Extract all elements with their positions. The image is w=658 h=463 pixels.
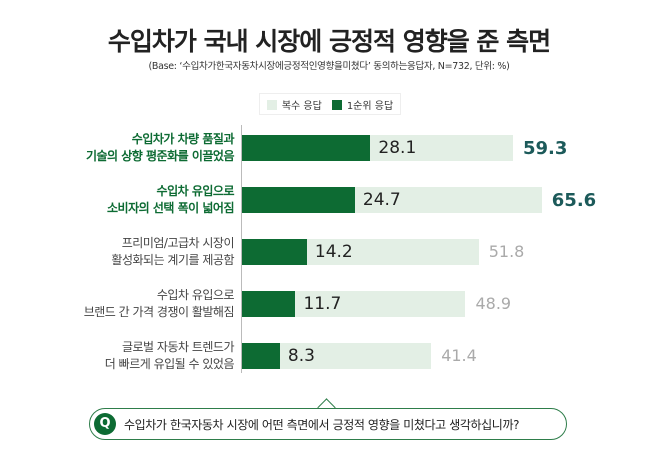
category-label: 글로벌 자동차 트렌드가 더 빠르게 유입될 수 있었음 [104, 340, 235, 371]
category-label: 프리미엄/고급차 시장이 활성화되는 계기를 제공함 [111, 236, 234, 267]
data-label-first: 8.3 [287, 346, 315, 366]
bar-first-response [242, 187, 355, 213]
legend: 복수 응답 1순위 응답 [259, 93, 401, 115]
category-label: 수입차 유입으로 브랜드 간 가격 경쟁이 활발해짐 [83, 288, 235, 319]
data-label-multi: 48.9 [475, 294, 512, 313]
bar-first-response [242, 135, 371, 161]
data-label-multi: 51.8 [488, 242, 525, 261]
category-axis-line [241, 125, 242, 373]
legend-swatch [266, 99, 277, 110]
data-label-multi: 59.3 [523, 138, 568, 159]
legend-item-first: 1순위 응답 [331, 97, 394, 112]
legend-label: 1순위 응답 [346, 100, 394, 112]
legend-swatch [331, 99, 342, 110]
question-text: 수입차가 한국자동차 시장에 어떤 측면에서 긍정적 영향을 미쳤다고 생각하십… [124, 418, 520, 432]
bar-first-response [242, 239, 307, 265]
data-label-first: 28.1 [378, 138, 417, 158]
data-label-multi: 41.4 [441, 346, 477, 365]
legend-item-multi: 복수 응답 [266, 97, 322, 112]
question-box [89, 408, 567, 440]
data-label-first: 14.2 [314, 242, 353, 262]
legend-label: 복수 응답 [281, 100, 322, 112]
bar-first-response [242, 291, 296, 317]
category-label: 수입차가 차량 품질과 기술의 상향 평준화를 이끌었음 [85, 132, 235, 163]
chart-title: 수입차가 국내 시장에 긍정적 영향을 준 측면 [107, 27, 551, 56]
bar-first-response [242, 343, 280, 369]
chart-subtitle: (Base: ‘수입차가한국자동차시장에긍정적인영향을미쳤다’ 동의하는응답자,… [148, 61, 510, 72]
data-label-first: 24.7 [362, 190, 401, 210]
data-label-multi: 65.6 [551, 190, 597, 211]
question-icon: Q [94, 413, 116, 435]
category-label: 수입차 유입으로 소비자의 선택 폭이 넓어짐 [107, 184, 234, 215]
data-label-first: 11.7 [303, 294, 342, 314]
